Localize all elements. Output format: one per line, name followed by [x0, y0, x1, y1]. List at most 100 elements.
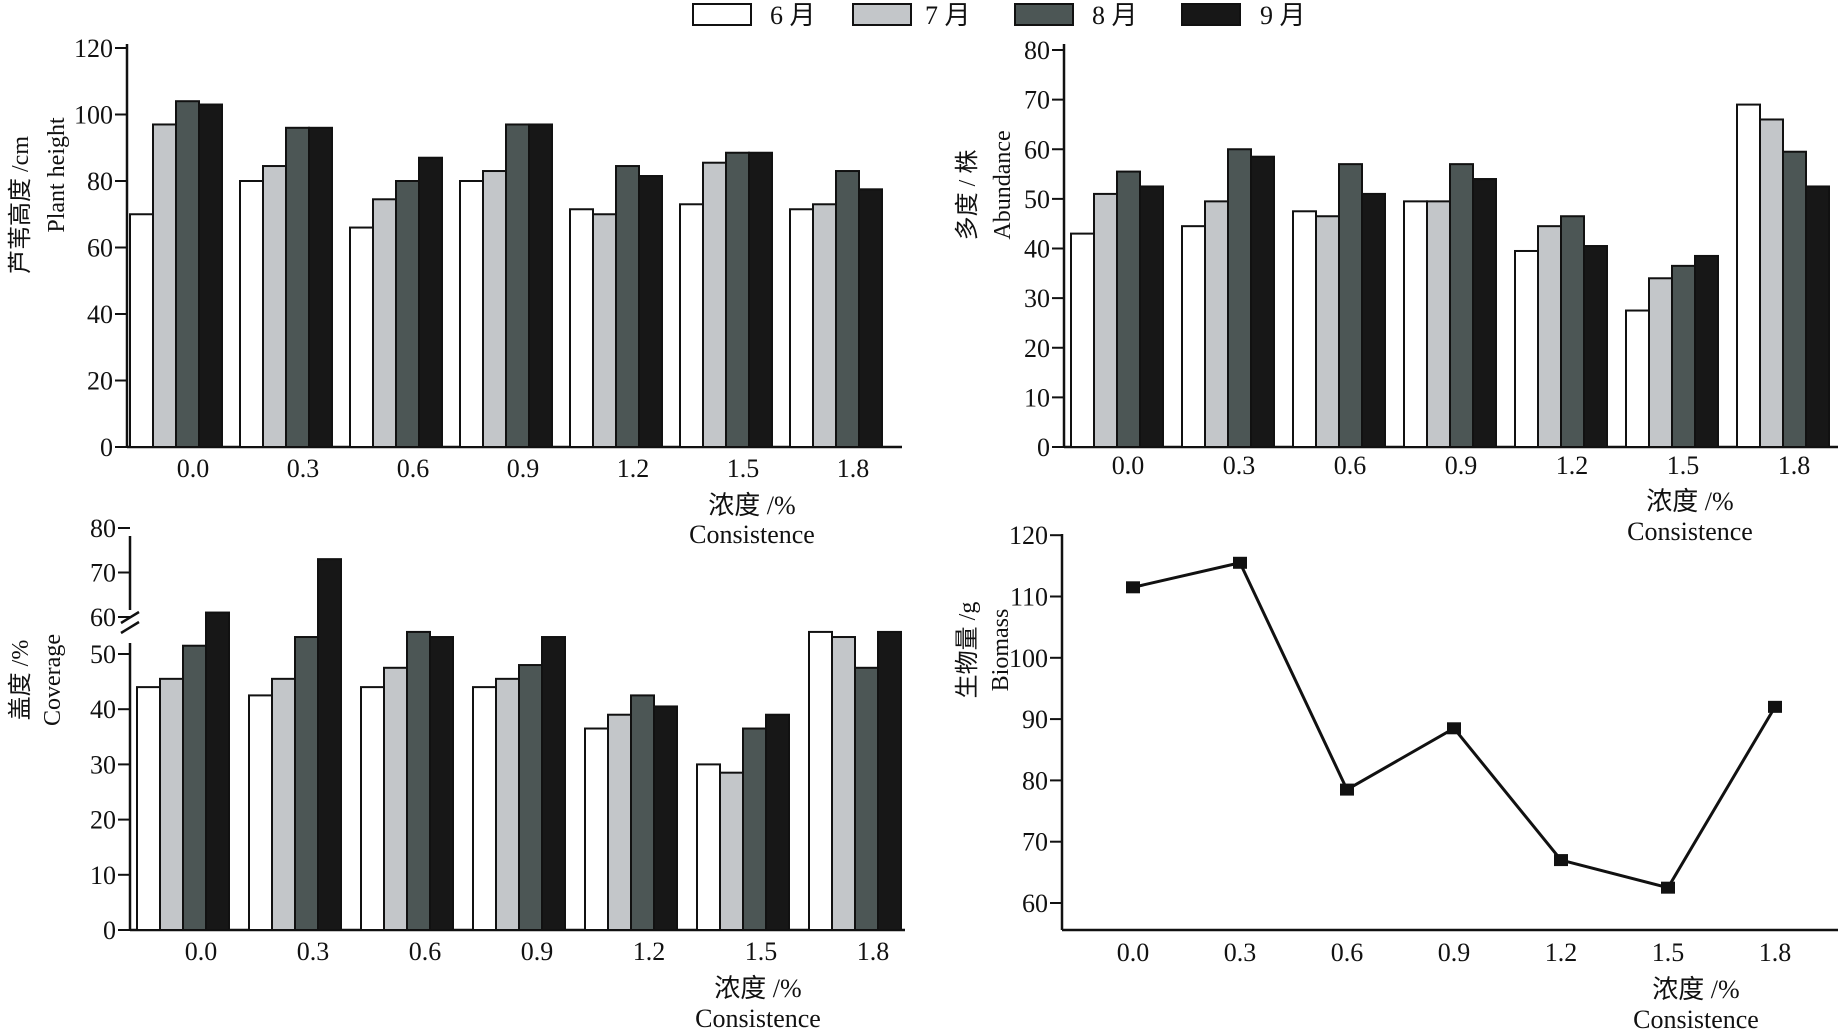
- coverage-ytick-label: 70: [90, 559, 116, 588]
- plant-height-bar-sep: [308, 126, 333, 449]
- abundance-bar-aug: [1671, 264, 1696, 448]
- coverage-xtick-label: 0.3: [297, 937, 330, 966]
- abundance-xtick-label: 0.0: [1112, 451, 1145, 480]
- plant-height-ytick-label: 120: [74, 34, 113, 63]
- plant-height-bar-aug: [285, 126, 310, 449]
- plant-height-bar-jun: [789, 208, 814, 448]
- abundance-bar-aug: [1116, 170, 1141, 449]
- abundance-bar-jul: [1315, 215, 1340, 448]
- abundance-bar-aug: [1560, 215, 1585, 448]
- biomass-xtick-label: 0.0: [1117, 938, 1150, 967]
- plant-height-bar-jul: [482, 170, 507, 448]
- coverage-bar-sep: [317, 558, 342, 932]
- biomass-ytick-label: 110: [1010, 583, 1048, 612]
- plant-height-xtick-label: 0.3: [287, 454, 320, 483]
- plant-height-bar-aug: [835, 170, 860, 448]
- abundance-bar-sep: [1139, 185, 1164, 448]
- abundance-bar-aug: [1782, 150, 1807, 448]
- coverage-bar-aug: [294, 636, 319, 932]
- biomass-point: [1126, 581, 1140, 594]
- abundance-xlabel-en: Consistence: [1627, 517, 1753, 546]
- plant-height-xlabel-en: Consistence: [689, 520, 815, 549]
- abundance-xtick-label: 0.9: [1445, 451, 1478, 480]
- abundance-ytick-label: 30: [1024, 284, 1050, 313]
- legend-label-aug: 8 月: [1092, 1, 1138, 30]
- biomass-xtick-label: 1.2: [1545, 938, 1578, 967]
- biomass-xtick-label: 0.3: [1224, 938, 1257, 967]
- coverage-ytick-label: 60: [90, 603, 116, 632]
- coverage-xlabel-cn: 浓度 /%: [714, 974, 801, 1003]
- coverage-bar-jul: [495, 677, 520, 932]
- coverage-bar-sep: [429, 636, 454, 932]
- panel-plant-height: 0 20 40 60 80 100 120 0.0 0.3 0.6 0.9 1.2 1.5 1.8 芦苇…: [7, 34, 902, 549]
- biomass-point: [1233, 556, 1247, 569]
- legend-item-sep: 9 月: [1181, 1, 1306, 30]
- abundance-bar-jul: [1426, 200, 1451, 448]
- abundance-bar-aug: [1227, 148, 1252, 448]
- coverage-bar-sep: [877, 630, 902, 931]
- legend-swatch-jun: [692, 3, 752, 26]
- biomass-point: [1340, 783, 1354, 796]
- abundance-bar-jul: [1204, 200, 1229, 448]
- coverage-yticks: 0 10 20 30 40 50 60 70 80: [90, 514, 130, 945]
- coverage-bar-jul: [271, 677, 296, 932]
- coverage-bar-aug: [518, 664, 543, 931]
- plant-height-bar-jun: [129, 213, 154, 448]
- coverage-bar-jul: [831, 636, 856, 932]
- coverage-ytick-label: 0: [103, 916, 116, 945]
- biomass-xlabel-en: Consistence: [1633, 1005, 1759, 1034]
- plant-height-xlabel-cn: 浓度 /%: [708, 491, 795, 520]
- plant-height-bar-sep: [858, 188, 883, 448]
- abundance-ytick-label: 20: [1024, 334, 1050, 363]
- abundance-ylabel-cn: 多度 / 株: [954, 150, 981, 241]
- abundance-bar-jul: [1759, 118, 1784, 448]
- abundance-ylabel-en: Abundance: [990, 130, 1016, 239]
- plant-height-bar-jun: [679, 203, 704, 448]
- biomass-ytick-label: 120: [1009, 521, 1048, 550]
- plant-height-ylabel-en: Plant height: [44, 117, 70, 233]
- plant-height-bar-aug: [175, 100, 200, 448]
- legend-label-sep: 9 月: [1260, 1, 1306, 30]
- abundance-bar-sep: [1361, 192, 1386, 448]
- biomass-point: [1661, 881, 1675, 894]
- coverage-bar-aug: [630, 694, 655, 932]
- coverage-xtick-label: 1.5: [745, 937, 778, 966]
- abundance-bar-jun: [1292, 210, 1317, 448]
- coverage-bar-sep: [653, 705, 678, 931]
- coverage-ytick-label: 20: [90, 806, 116, 835]
- coverage-bar-aug: [742, 727, 767, 932]
- biomass-xticks: 0.0 0.3 0.6 0.9 1.2 1.5 1.8: [1117, 938, 1792, 967]
- abundance-bar-aug: [1338, 163, 1363, 448]
- abundance-xtick-label: 1.2: [1556, 451, 1589, 480]
- biomass-xtick-label: 0.6: [1331, 938, 1364, 967]
- plant-height-bars: [129, 100, 883, 449]
- abundance-bar-sep: [1583, 245, 1608, 448]
- coverage-bar-jul: [383, 666, 408, 931]
- coverage-bars: [136, 558, 902, 932]
- coverage-xticks: 0.0 0.3 0.6 0.9 1.2 1.5 1.8: [185, 937, 890, 966]
- legend-item-jun: 6 月: [692, 1, 816, 30]
- legend-label-jul: 7 月: [925, 1, 971, 30]
- plant-height-xtick-label: 0.9: [507, 454, 540, 483]
- biomass-xtick-label: 1.5: [1652, 938, 1685, 967]
- abundance-ytick-label: 60: [1024, 135, 1050, 164]
- abundance-ytick-label: 80: [1024, 36, 1050, 65]
- coverage-ylabel-cn: 盖度 /%: [7, 640, 34, 721]
- plant-height-bar-aug: [725, 151, 750, 449]
- abundance-ytick-label: 70: [1024, 86, 1050, 115]
- plant-height-bar-jun: [569, 208, 594, 448]
- plant-height-ytick-label: 20: [87, 367, 113, 396]
- legend-item-jul: 7 月: [852, 1, 971, 30]
- plant-height-bar-sep: [418, 156, 443, 448]
- plant-height-ytick-label: 40: [87, 300, 113, 329]
- coverage-ylabel-en: Coverage: [40, 634, 66, 726]
- plant-height-bar-jun: [239, 180, 264, 448]
- plant-height-bar-jul: [812, 203, 837, 448]
- abundance-bar-sep: [1472, 178, 1497, 448]
- coverage-bar-jun: [584, 727, 609, 932]
- biomass-point: [1447, 722, 1461, 735]
- plant-height-xtick-label: 1.8: [837, 454, 870, 483]
